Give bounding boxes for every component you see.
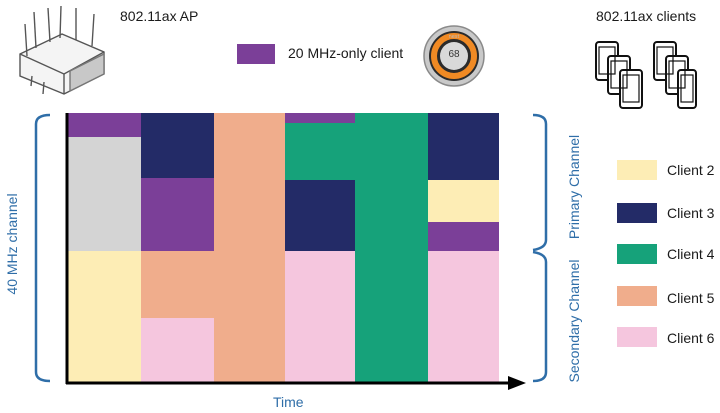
- smartphones-icon: [595, 41, 697, 109]
- thermostat-icon: nest: [423, 25, 485, 87]
- block-client6: [428, 251, 499, 383]
- legend-swatch-client4: [617, 244, 657, 264]
- legend-label-client4: Client 4: [667, 246, 715, 262]
- left-axis-label: 40 MHz channel: [4, 193, 20, 295]
- legend-swatch-client3: [617, 203, 657, 223]
- block-client2: [68, 251, 141, 383]
- block-idle: [68, 137, 141, 251]
- svg-text:nest: nest: [449, 34, 460, 40]
- legend-swatch-client6: [617, 327, 657, 347]
- legend-label-client5: Client 5: [667, 290, 715, 306]
- thermostat-value: 68: [448, 49, 460, 60]
- clients-header-label: 802.11ax clients: [596, 8, 697, 24]
- legend-label-client6: Client 6: [667, 330, 715, 346]
- block-legacy: [285, 113, 355, 123]
- left-bracket: [34, 113, 51, 383]
- block-client4: [285, 123, 355, 180]
- secondary-bracket: [532, 250, 548, 383]
- legacy-client-label: 20 MHz-only client: [288, 45, 404, 61]
- primary-bracket: [532, 113, 548, 252]
- legend-swatch-client5: [617, 286, 657, 306]
- block-client4: [355, 113, 428, 383]
- block-client3: [141, 113, 214, 178]
- secondary-channel-label: Secondary Channel: [566, 259, 582, 383]
- wifi-router-icon: [19, 5, 105, 95]
- ap-label: 802.11ax AP: [120, 8, 199, 24]
- block-client5: [214, 113, 285, 383]
- block-legacy: [68, 113, 141, 137]
- block-legacy: [428, 222, 499, 251]
- block-client3: [428, 113, 499, 180]
- legacy-client-swatch: [237, 44, 275, 64]
- block-legacy: [141, 178, 214, 251]
- legend-swatch-client2: [617, 160, 657, 180]
- legend-label-client2: Client 2: [667, 162, 715, 178]
- x-axis-arrowhead: [508, 376, 526, 390]
- primary-channel-label: Primary Channel: [566, 134, 582, 240]
- block-client6: [285, 251, 355, 383]
- block-client3: [285, 180, 355, 251]
- block-client5: [141, 251, 214, 318]
- legend-label-client3: Client 3: [667, 205, 715, 221]
- x-axis-label: Time: [273, 394, 304, 410]
- block-client2: [428, 180, 499, 222]
- block-client6: [141, 318, 214, 383]
